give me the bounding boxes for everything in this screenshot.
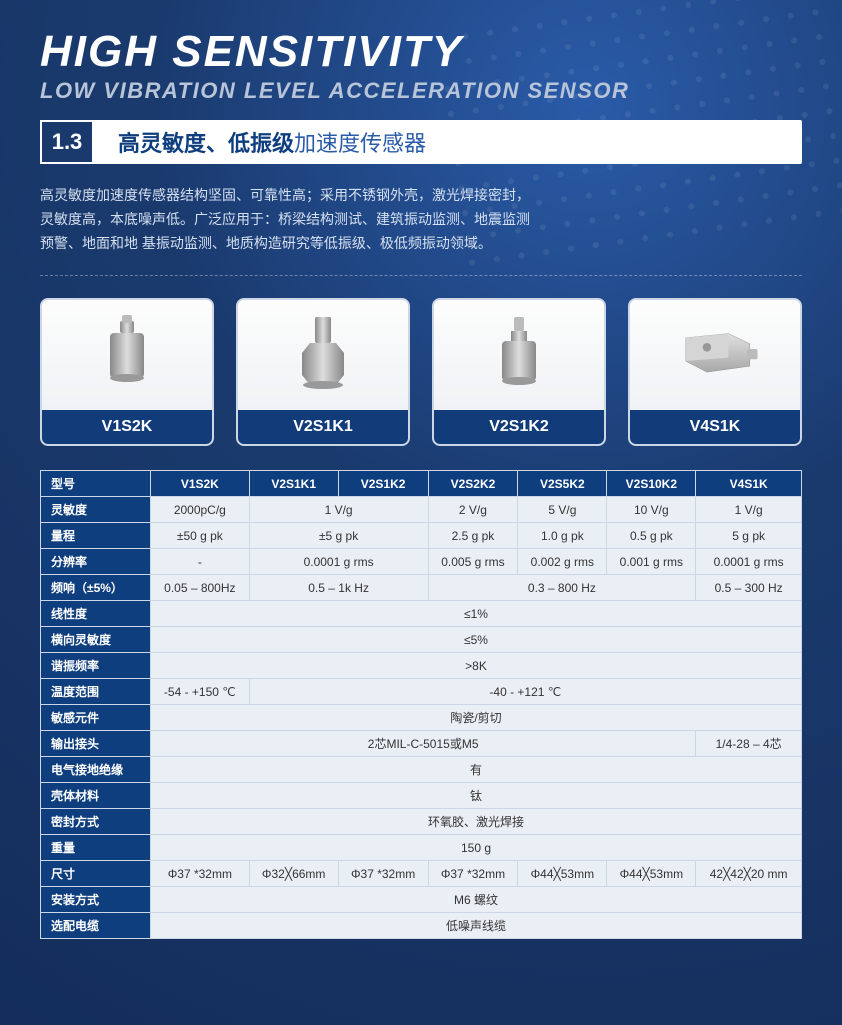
table-column-header: V2S5K2 bbox=[518, 471, 607, 497]
table-row-label: 线性度 bbox=[41, 601, 151, 627]
product-card: V4S1K bbox=[628, 298, 802, 446]
table-row-label: 横向灵敏度 bbox=[41, 627, 151, 653]
table-cell: Φ37 *32mm bbox=[151, 861, 250, 887]
product-image bbox=[42, 300, 212, 410]
table-row-label: 灵敏度 bbox=[41, 497, 151, 523]
table-cell: M6 螺纹 bbox=[151, 887, 802, 913]
table-cell: 2 V/g bbox=[428, 497, 518, 523]
table-cell: ≤1% bbox=[151, 601, 802, 627]
section-title-light: 加速度传感器 bbox=[294, 126, 426, 158]
table-cell: 2芯MIL-C-5015或M5 bbox=[151, 731, 696, 757]
table-cell: 0.002 g rms bbox=[518, 549, 607, 575]
table-cell: 2.5 g pk bbox=[428, 523, 518, 549]
product-image bbox=[238, 300, 408, 410]
table-cell: ≤5% bbox=[151, 627, 802, 653]
table-cell: 150 g bbox=[151, 835, 802, 861]
product-image bbox=[434, 300, 604, 410]
table-cell: Φ44╳53mm bbox=[607, 861, 696, 887]
table-cell: Φ44╳53mm bbox=[518, 861, 607, 887]
table-row-label: 输出接头 bbox=[41, 731, 151, 757]
table-cell: 环氧胶、激光焊接 bbox=[151, 809, 802, 835]
table-row-label: 谐振频率 bbox=[41, 653, 151, 679]
table-cell: 低噪声线缆 bbox=[151, 913, 802, 939]
table-row-label: 密封方式 bbox=[41, 809, 151, 835]
table-cell: 1 V/g bbox=[249, 497, 428, 523]
table-cell: ±5 g pk bbox=[249, 523, 428, 549]
product-label: V2S1K1 bbox=[238, 410, 408, 444]
table-row-label: 量程 bbox=[41, 523, 151, 549]
page-container: HIGH SENSITIVITY LOW VIBRATION LEVEL ACC… bbox=[0, 0, 842, 959]
table-cell: - bbox=[151, 549, 250, 575]
table-row-label: 温度范围 bbox=[41, 679, 151, 705]
table-column-header: V2S10K2 bbox=[607, 471, 696, 497]
table-row-label: 安装方式 bbox=[41, 887, 151, 913]
table-column-header: V1S2K bbox=[151, 471, 250, 497]
table-cell: 0.5 – 1k Hz bbox=[249, 575, 428, 601]
table-cell: 2000pC/g bbox=[151, 497, 250, 523]
table-cell: 钛 bbox=[151, 783, 802, 809]
table-cell: Φ32╳66mm bbox=[249, 861, 338, 887]
divider-line bbox=[40, 275, 802, 276]
table-cell: 5 g pk bbox=[696, 523, 802, 549]
table-header-label: 型号 bbox=[41, 471, 151, 497]
product-card: V1S2K bbox=[40, 298, 214, 446]
section-title-bold: 高灵敏度、低振级 bbox=[118, 126, 294, 158]
sub-title: LOW VIBRATION LEVEL ACCELERATION SENSOR bbox=[40, 78, 802, 104]
table-cell: Φ37 *32mm bbox=[428, 861, 518, 887]
table-column-header: V4S1K bbox=[696, 471, 802, 497]
table-cell: 0.005 g rms bbox=[428, 549, 518, 575]
product-label: V1S2K bbox=[42, 410, 212, 444]
table-column-header: V2S1K1 bbox=[249, 471, 338, 497]
table-cell: 0.05 – 800Hz bbox=[151, 575, 250, 601]
section-number: 1.3 bbox=[40, 120, 94, 164]
table-cell: 42╳42╳20 mm bbox=[696, 861, 802, 887]
table-cell: 有 bbox=[151, 757, 802, 783]
product-card: V2S1K1 bbox=[236, 298, 410, 446]
spec-table: 型号V1S2KV2S1K1V2S1K2V2S2K2V2S5K2V2S10K2V4… bbox=[40, 470, 802, 939]
table-row-label: 频响（±5%） bbox=[41, 575, 151, 601]
table-cell: 5 V/g bbox=[518, 497, 607, 523]
product-label: V2S1K2 bbox=[434, 410, 604, 444]
table-cell: 1/4-28 – 4芯 bbox=[696, 731, 802, 757]
table-row-label: 分辨率 bbox=[41, 549, 151, 575]
product-label: V4S1K bbox=[630, 410, 800, 444]
table-cell: 10 V/g bbox=[607, 497, 696, 523]
main-title: HIGH SENSITIVITY bbox=[40, 30, 802, 74]
product-card: V2S1K2 bbox=[432, 298, 606, 446]
table-row-label: 壳体材料 bbox=[41, 783, 151, 809]
section-title: 高灵敏度、低振级加速度传感器 bbox=[94, 120, 802, 164]
table-cell: 1.0 g pk bbox=[518, 523, 607, 549]
table-cell: -54 - +150 ℃ bbox=[151, 679, 250, 705]
table-cell: 0.5 – 300 Hz bbox=[696, 575, 802, 601]
table-cell: 0.5 g pk bbox=[607, 523, 696, 549]
table-row-label: 电气接地绝缘 bbox=[41, 757, 151, 783]
section-bar: 1.3 高灵敏度、低振级加速度传感器 bbox=[40, 120, 802, 164]
table-cell: ±50 g pk bbox=[151, 523, 250, 549]
table-cell: 0.001 g rms bbox=[607, 549, 696, 575]
table-cell: Φ37 *32mm bbox=[338, 861, 428, 887]
table-cell: 0.0001 g rms bbox=[249, 549, 428, 575]
product-card-row: V1S2K V2S1K1 V2S1K2 V4S1K bbox=[40, 298, 802, 446]
table-cell: 0.0001 g rms bbox=[696, 549, 802, 575]
table-cell: 0.3 – 800 Hz bbox=[428, 575, 696, 601]
table-cell: 1 V/g bbox=[696, 497, 802, 523]
table-cell: >8K bbox=[151, 653, 802, 679]
product-image bbox=[630, 300, 800, 410]
table-row-label: 选配电缆 bbox=[41, 913, 151, 939]
table-column-header: V2S1K2 bbox=[338, 471, 428, 497]
description-text: 高灵敏度加速度传感器结构坚固、可靠性高；采用不锈钢外壳，激光焊接密封，灵敏度高，… bbox=[40, 184, 802, 255]
table-column-header: V2S2K2 bbox=[428, 471, 518, 497]
table-row-label: 尺寸 bbox=[41, 861, 151, 887]
table-cell: -40 - +121 ℃ bbox=[249, 679, 801, 705]
table-cell: 陶瓷/剪切 bbox=[151, 705, 802, 731]
table-row-label: 敏感元件 bbox=[41, 705, 151, 731]
table-row-label: 重量 bbox=[41, 835, 151, 861]
